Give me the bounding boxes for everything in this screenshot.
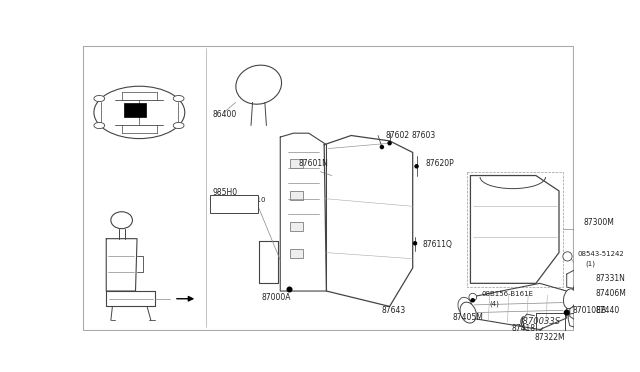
- FancyBboxPatch shape: [289, 191, 303, 200]
- Ellipse shape: [173, 96, 184, 102]
- Ellipse shape: [94, 122, 105, 129]
- Text: N: N: [212, 197, 219, 206]
- Text: (1): (1): [585, 260, 595, 267]
- Text: 87405M: 87405M: [452, 312, 484, 322]
- Ellipse shape: [563, 252, 572, 261]
- Text: (4): (4): [490, 300, 500, 307]
- FancyBboxPatch shape: [210, 195, 258, 213]
- Ellipse shape: [173, 122, 184, 129]
- Circle shape: [388, 142, 391, 145]
- Text: 87643: 87643: [382, 307, 406, 315]
- Ellipse shape: [469, 294, 477, 301]
- Circle shape: [471, 299, 474, 302]
- Circle shape: [415, 165, 418, 168]
- Text: B: B: [471, 295, 474, 300]
- Ellipse shape: [460, 302, 476, 323]
- Ellipse shape: [458, 297, 472, 315]
- Circle shape: [380, 145, 383, 148]
- Ellipse shape: [94, 96, 105, 102]
- FancyBboxPatch shape: [289, 222, 303, 231]
- Text: 87300M: 87300M: [584, 218, 614, 227]
- Text: 87000A: 87000A: [261, 293, 291, 302]
- Text: 08918-60610: 08918-60610: [219, 197, 266, 203]
- Text: 985H0: 985H0: [212, 188, 237, 197]
- Circle shape: [413, 242, 417, 245]
- Text: 87611Q: 87611Q: [422, 240, 452, 249]
- Bar: [124, 103, 145, 117]
- Text: 87603: 87603: [411, 131, 435, 140]
- Text: 87406M: 87406M: [596, 289, 627, 298]
- Ellipse shape: [111, 212, 132, 229]
- Ellipse shape: [563, 289, 576, 309]
- Text: S: S: [566, 254, 569, 259]
- Circle shape: [564, 310, 569, 315]
- FancyBboxPatch shape: [83, 46, 573, 330]
- Text: 87620P: 87620P: [425, 158, 454, 168]
- Ellipse shape: [94, 86, 185, 139]
- FancyBboxPatch shape: [289, 158, 303, 168]
- Text: (2): (2): [219, 206, 228, 213]
- Text: 87010EB: 87010EB: [573, 307, 607, 315]
- FancyBboxPatch shape: [289, 249, 303, 258]
- Circle shape: [287, 287, 292, 292]
- Ellipse shape: [236, 65, 282, 104]
- Text: 87440: 87440: [596, 307, 620, 315]
- Text: 87331N: 87331N: [596, 274, 626, 283]
- Text: 86400: 86400: [212, 110, 237, 119]
- Text: 08B156-B161E: 08B156-B161E: [482, 291, 534, 297]
- Text: 08543-51242: 08543-51242: [577, 251, 624, 257]
- Text: 87602: 87602: [386, 131, 410, 140]
- Text: 87601N: 87601N: [299, 158, 328, 168]
- Text: J870033S: J870033S: [520, 317, 561, 327]
- Text: 87418: 87418: [511, 324, 535, 333]
- Text: 87322M: 87322M: [534, 333, 565, 341]
